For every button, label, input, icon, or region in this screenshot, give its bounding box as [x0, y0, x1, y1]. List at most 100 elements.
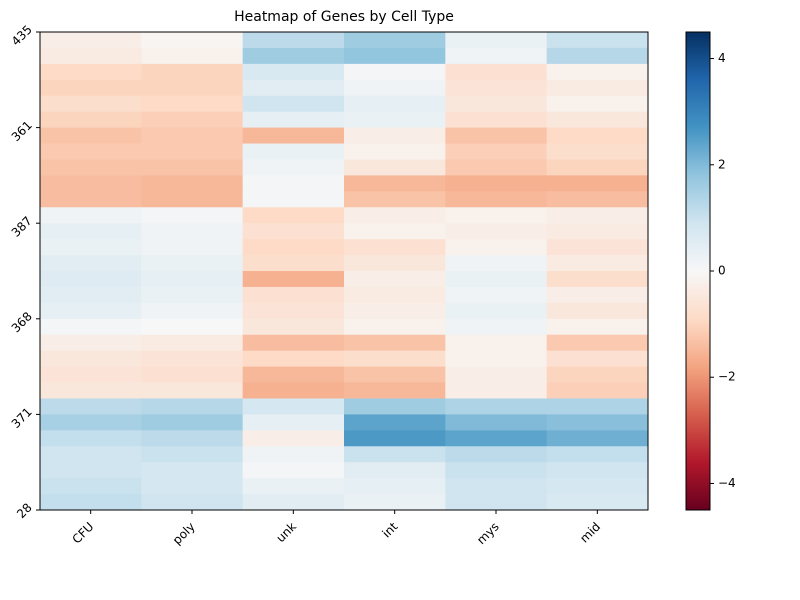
heatmap-cell	[445, 318, 548, 336]
heatmap-cell	[242, 414, 345, 431]
heatmap-cell	[546, 286, 649, 304]
heatmap-cell	[546, 32, 649, 49]
heatmap-cell	[141, 334, 244, 352]
heatmap-cell	[242, 159, 345, 176]
heatmap-cell	[546, 255, 649, 272]
heatmap-cell	[445, 414, 548, 431]
heatmap-cell	[141, 318, 244, 336]
heatmap-cell	[141, 239, 244, 256]
heatmap-cell	[40, 239, 142, 256]
heatmap-cell	[242, 111, 345, 129]
plot-frame	[39, 31, 649, 511]
heatmap-cell	[344, 398, 446, 415]
colorbar	[685, 31, 711, 511]
heatmap-cell	[40, 127, 142, 145]
heatmap-cell	[141, 111, 244, 129]
heatmap-cell	[546, 462, 649, 479]
heatmap-cell	[40, 255, 142, 272]
heatmap-cell	[546, 47, 649, 65]
heatmap-cell	[141, 63, 244, 81]
heatmap-cell	[40, 414, 142, 431]
heatmap-cell	[445, 271, 548, 288]
heatmap-cell	[445, 286, 548, 304]
heatmap-cell	[445, 494, 548, 511]
heatmap-cell	[445, 430, 548, 447]
heatmap-cell	[445, 95, 548, 113]
heatmap-cell	[546, 271, 649, 288]
heatmap-cell	[40, 271, 142, 288]
heatmap-cell	[242, 47, 345, 65]
heatmap-cell	[445, 207, 548, 224]
heatmap-cell	[344, 382, 446, 399]
heatmap-cell	[546, 302, 649, 320]
colorbar-tick-label: 2	[718, 157, 726, 171]
heatmap-cell	[344, 127, 446, 145]
heatmap-cell	[546, 175, 649, 192]
heatmap-cell	[445, 398, 548, 415]
heatmap-cell	[40, 175, 142, 192]
heatmap-cell	[40, 159, 142, 176]
heatmap-cell	[344, 79, 446, 97]
heatmap-cell	[40, 111, 142, 129]
heatmap-cell	[40, 302, 142, 320]
heatmap-cell	[242, 318, 345, 336]
heatmap-cell	[242, 334, 345, 352]
heatmap-cell	[344, 47, 446, 65]
heatmap-cell	[40, 478, 142, 495]
heatmap-cell	[344, 207, 446, 224]
heatmap-cell	[40, 32, 142, 49]
heatmap-cell	[242, 223, 345, 240]
heatmap-cell	[445, 382, 548, 399]
heatmap-cell	[141, 350, 244, 368]
heatmap-cell	[344, 494, 446, 511]
heatmap-cell	[344, 159, 446, 176]
heatmap-cell	[344, 63, 446, 81]
heatmap-cell	[546, 398, 649, 415]
heatmap-cell	[344, 446, 446, 463]
heatmap-cell	[242, 462, 345, 479]
heatmap-cell	[242, 366, 345, 384]
heatmap-cell	[546, 478, 649, 495]
heatmap-cell	[141, 286, 244, 304]
heatmap-cell	[242, 494, 345, 511]
heatmap-cell	[40, 430, 142, 447]
chart-title: Heatmap of Genes by Cell Type	[234, 9, 454, 25]
heatmap-cell	[344, 239, 446, 256]
x-tick-label: mid	[577, 520, 603, 546]
heatmap-cell	[242, 478, 345, 495]
heatmap-cell	[445, 79, 548, 97]
heatmap-cell	[242, 350, 345, 368]
x-tick-label: int	[379, 519, 400, 540]
x-tick-label: mys	[474, 520, 502, 548]
heatmap-cell	[546, 111, 649, 129]
heatmap-cell	[445, 239, 548, 256]
heatmap-cell	[546, 414, 649, 431]
heatmap-cell	[344, 111, 446, 129]
heatmap-cell	[344, 95, 446, 113]
heatmap-cell	[546, 334, 649, 352]
heatmap-cell	[242, 79, 345, 97]
x-tick-label: poly	[170, 520, 198, 548]
heatmap-cell	[242, 430, 345, 447]
heatmap-cell	[546, 382, 649, 399]
heatmap-cell	[141, 95, 244, 113]
heatmap-cell	[546, 191, 649, 208]
heatmap-cell	[141, 255, 244, 272]
heatmap-cell	[141, 414, 244, 431]
colorbar-tick-label: −4	[718, 476, 736, 490]
y-tick-label: 387	[9, 214, 35, 240]
heatmap-cell	[242, 271, 345, 288]
y-tick-label: 28	[14, 500, 35, 521]
heatmap-cell	[141, 143, 244, 160]
heatmap-cell	[445, 47, 548, 65]
heatmap-cell	[546, 207, 649, 224]
heatmap-cell	[141, 271, 244, 288]
heatmap-cell	[242, 63, 345, 81]
heatmap-cell	[546, 143, 649, 160]
heatmap-cell	[242, 302, 345, 320]
heatmap-cell	[344, 223, 446, 240]
heatmap-cell	[344, 334, 446, 352]
y-tick-label: 435	[9, 22, 35, 48]
y-tick-label: 371	[9, 405, 35, 431]
